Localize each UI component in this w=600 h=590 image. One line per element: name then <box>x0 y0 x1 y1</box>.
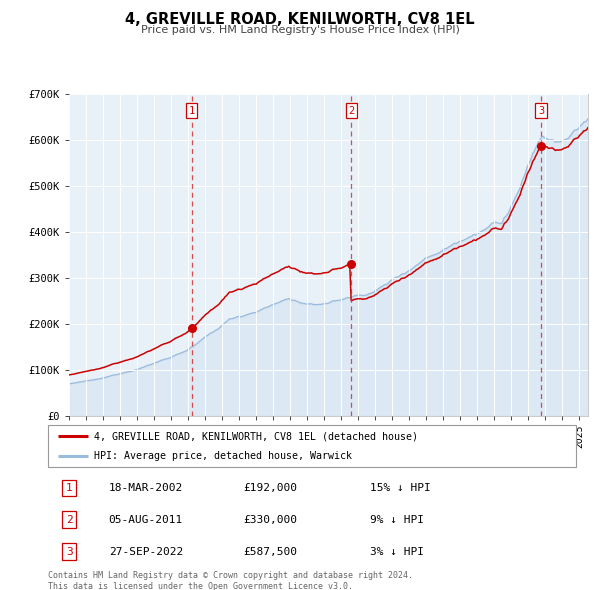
Text: 3% ↓ HPI: 3% ↓ HPI <box>370 546 424 556</box>
Text: 05-AUG-2011: 05-AUG-2011 <box>109 515 183 525</box>
Text: £330,000: £330,000 <box>244 515 298 525</box>
Text: 15% ↓ HPI: 15% ↓ HPI <box>370 483 431 493</box>
Text: 3: 3 <box>66 546 73 556</box>
Text: 27-SEP-2022: 27-SEP-2022 <box>109 546 183 556</box>
Text: 4, GREVILLE ROAD, KENILWORTH, CV8 1EL: 4, GREVILLE ROAD, KENILWORTH, CV8 1EL <box>125 12 475 27</box>
Text: 3: 3 <box>538 106 544 116</box>
Text: 1: 1 <box>188 106 195 116</box>
Text: HPI: Average price, detached house, Warwick: HPI: Average price, detached house, Warw… <box>94 451 352 461</box>
Text: £587,500: £587,500 <box>244 546 298 556</box>
Text: 1: 1 <box>66 483 73 493</box>
Text: Price paid vs. HM Land Registry's House Price Index (HPI): Price paid vs. HM Land Registry's House … <box>140 25 460 35</box>
Text: 2: 2 <box>66 515 73 525</box>
Text: 9% ↓ HPI: 9% ↓ HPI <box>370 515 424 525</box>
Point <box>187 323 196 333</box>
Text: £192,000: £192,000 <box>244 483 298 493</box>
Point <box>347 260 356 269</box>
Point <box>536 142 546 151</box>
Text: 2: 2 <box>348 106 355 116</box>
Text: 18-MAR-2002: 18-MAR-2002 <box>109 483 183 493</box>
Text: 4, GREVILLE ROAD, KENILWORTH, CV8 1EL (detached house): 4, GREVILLE ROAD, KENILWORTH, CV8 1EL (d… <box>94 431 418 441</box>
Text: Contains HM Land Registry data © Crown copyright and database right 2024.
This d: Contains HM Land Registry data © Crown c… <box>48 571 413 590</box>
FancyBboxPatch shape <box>48 425 576 467</box>
